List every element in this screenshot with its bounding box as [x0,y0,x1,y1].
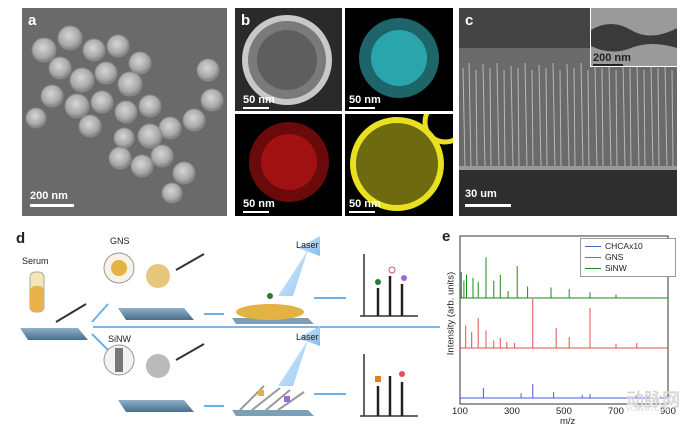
sinw-label: SiNW [108,334,131,344]
legend-entry: CHCAx10 [585,241,671,252]
panel-c-scale-text: 30 um [465,188,497,200]
watermark-sub: VCBEAT.COM [626,406,671,413]
x-tick-label: 700 [608,406,624,417]
x-tick-label: 100 [452,406,468,417]
legend: CHCAx10 GNS SiNW [580,238,676,277]
panel-b-scale-4: 50 nm [349,198,381,210]
eds-map-cyan [345,8,453,111]
series-chcax10 [460,384,668,399]
plot-frame [459,235,669,405]
panel-c-inset [590,8,677,67]
panel-b-scale-1: 50 nm [243,94,275,106]
eds-map-red [235,114,342,216]
series-gns [460,299,668,349]
eds-map-yellow [345,99,453,216]
panel-a-sem-image: a 200 nm [22,8,227,216]
panel-b-scalebar-4 [349,211,375,213]
eds-map-gray [235,8,342,111]
panel-b-scalebar-3 [243,211,269,213]
watermark: 动脉网 [626,390,680,410]
panel-b-scale-2: 50 nm [349,94,381,106]
panel-b-eds-maps: b 50 nm 50 nm 50 nm 50 nm [235,8,453,216]
gns-label: GNS [110,236,130,246]
panel-d-workflow-schematic: d [8,226,440,426]
panel-e-label: e [442,228,451,245]
panel-c-label: c [465,12,474,29]
panel-a-scale-text: 200 nm [30,190,68,202]
workflow-diagram [20,236,440,417]
nanowire-array-illustration [459,8,677,216]
panel-b-scale-3: 50 nm [243,198,275,210]
panel-e-mass-spectra-chart: e Intensity (arb. units) m/z 100 300 500 70… [440,226,690,429]
panel-c-sinw-cross-section: c 200 nm 30 um [459,8,677,216]
laser-label-top: Laser [296,240,319,250]
panel-b-label: b [241,12,251,29]
nanoparticles-illustration [22,8,227,216]
panel-a-label: a [28,12,37,29]
laser-label-bottom: Laser [296,332,319,342]
panel-b-scalebar-2 [349,107,375,109]
panel-b-scalebar-1 [243,107,269,109]
xlabel: m/z [560,416,576,427]
legend-entry: GNS [585,252,671,263]
spectra-chart [459,235,669,405]
serum-label: Serum [22,256,49,266]
panel-a-scale-bar [30,204,74,207]
x-tick-label: 900 [660,406,676,417]
panel-c-inset-scalebar [593,64,623,66]
x-tick-label: 500 [556,406,572,417]
panel-c-scalebar [465,204,511,207]
panel-c-inset-scale-text: 200 nm [593,52,631,64]
legend-entry: SiNW [585,263,671,274]
x-tick-label: 300 [504,406,520,417]
panel-d-label: d [16,230,26,247]
ylabel: Intensity (arb. units) [445,271,457,356]
series-sinw [460,257,668,299]
